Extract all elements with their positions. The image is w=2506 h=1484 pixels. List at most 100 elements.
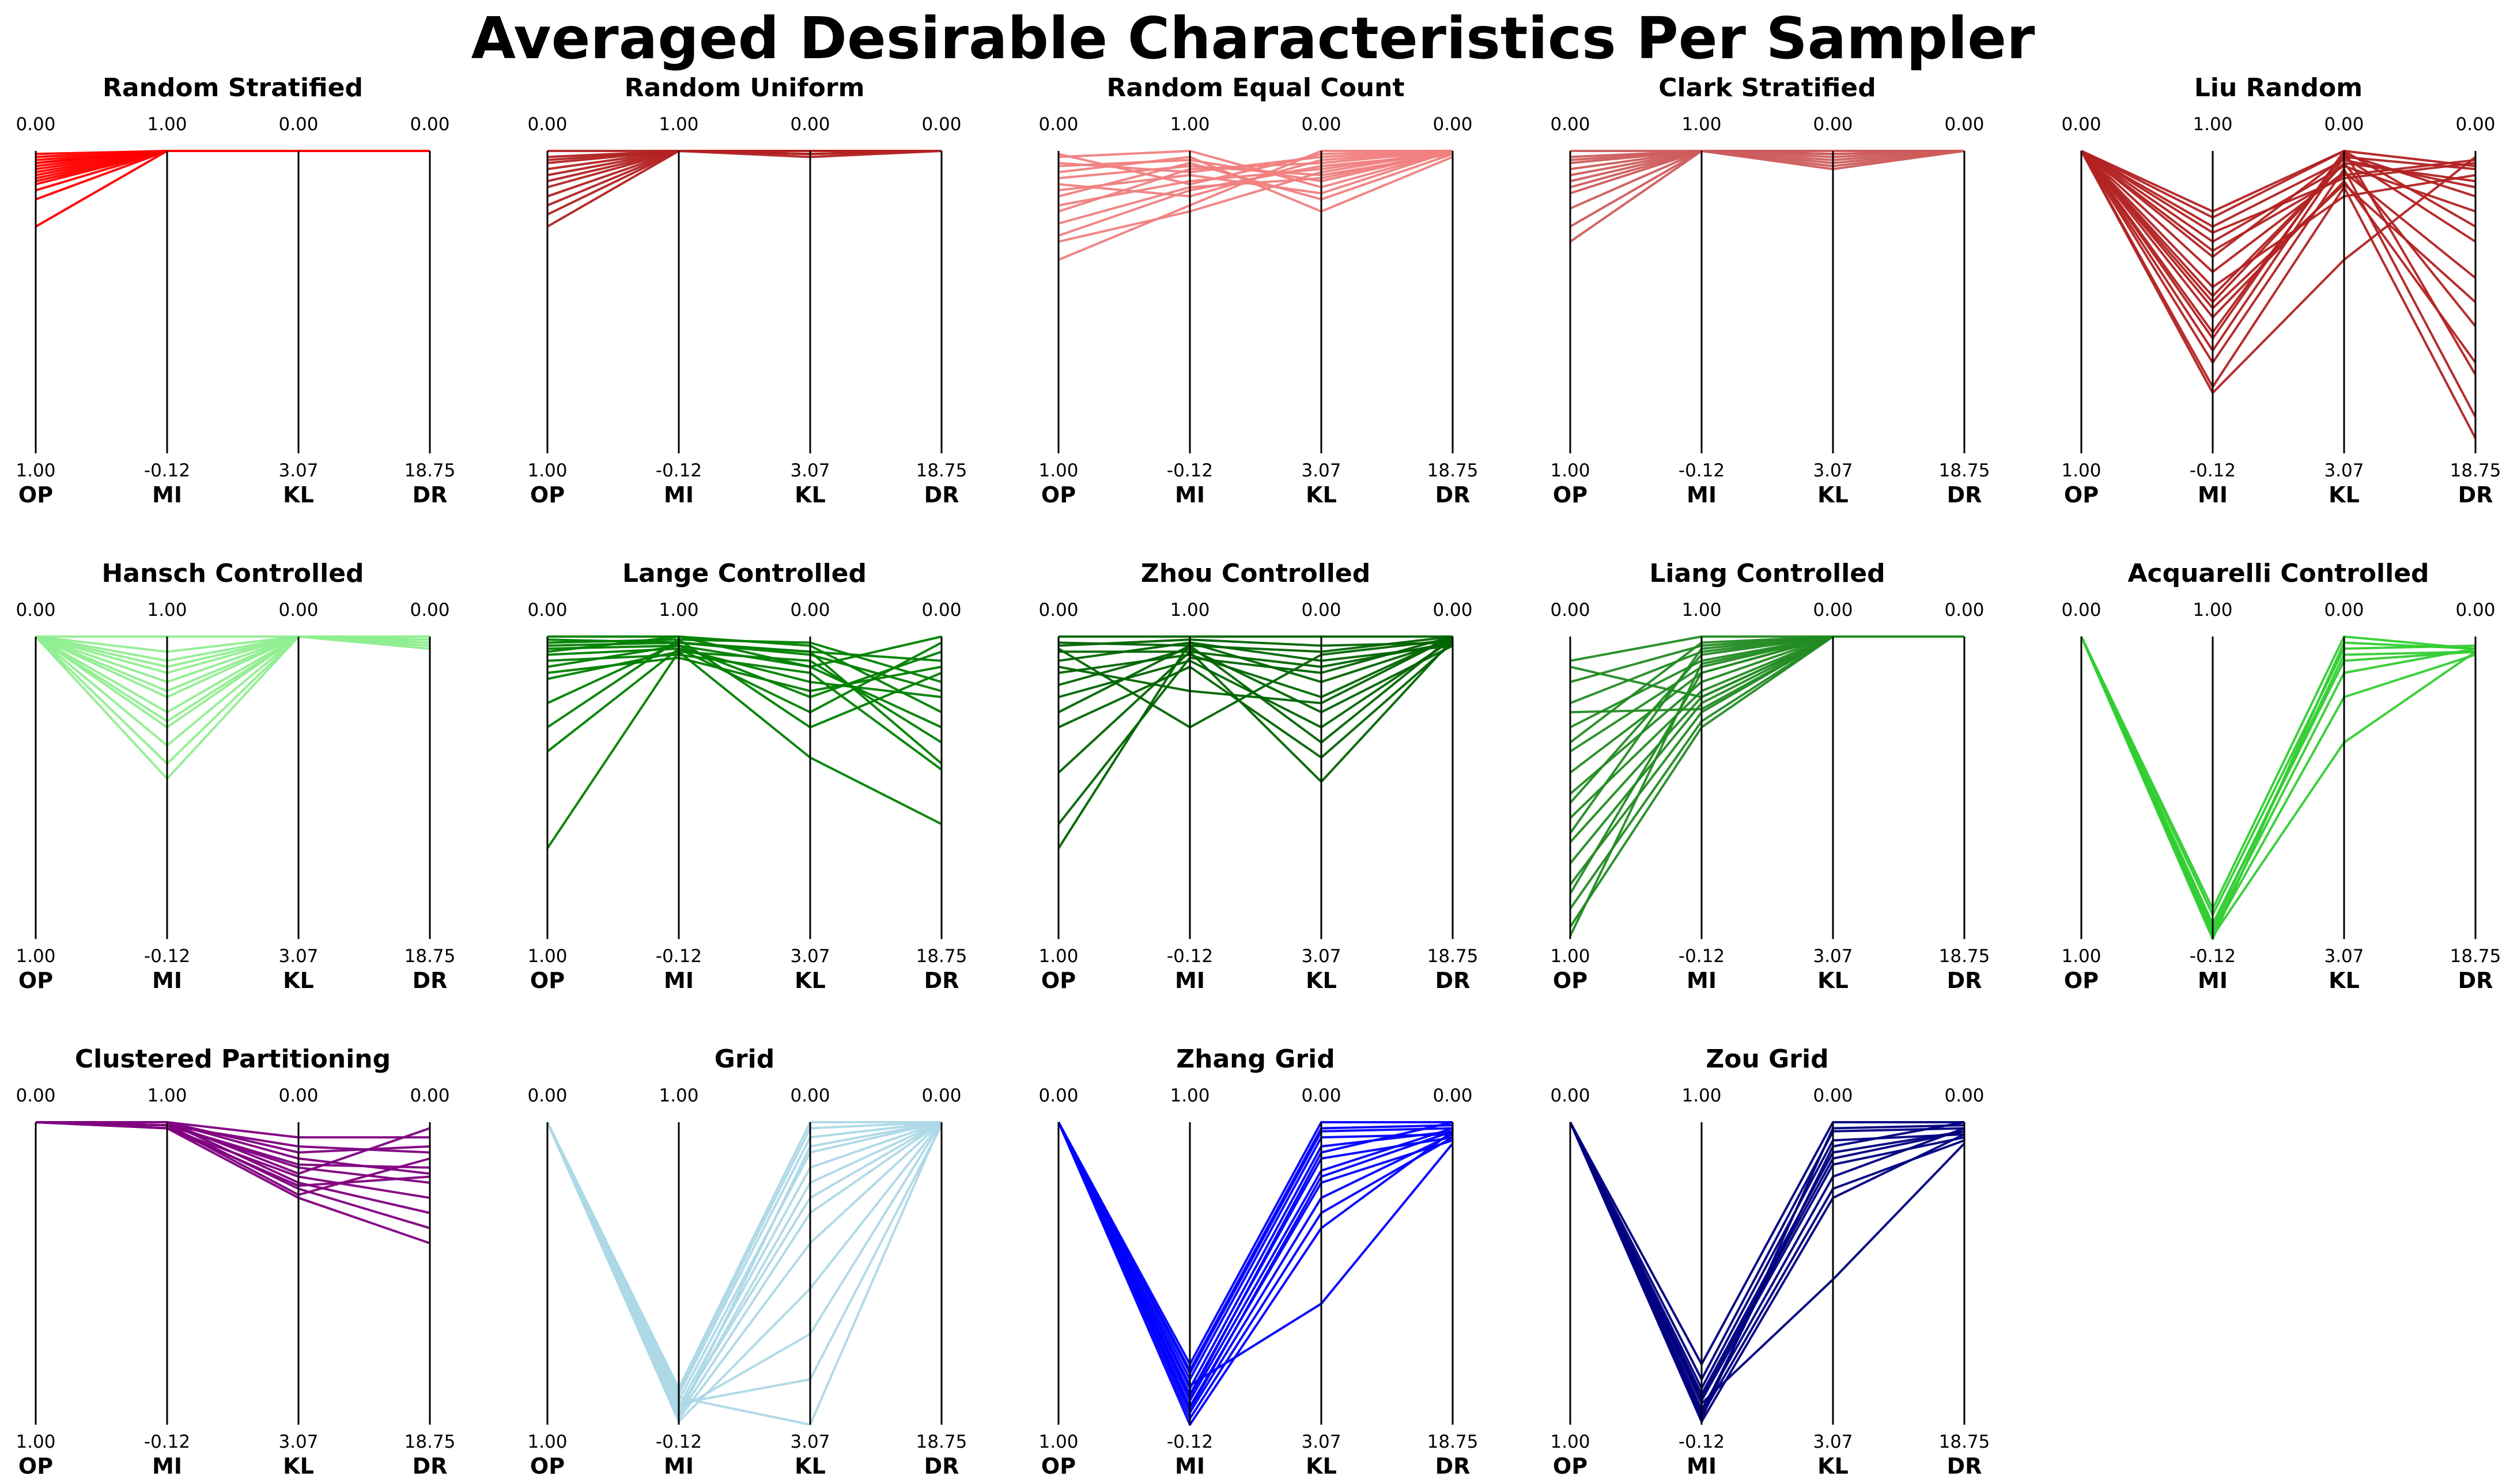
axis-bottom-label: 1.00	[2061, 946, 2101, 967]
panel-title-grid: Grid	[715, 1044, 774, 1074]
axis-top-label: 0.00	[2455, 600, 2495, 620]
data-line	[547, 150, 942, 228]
axis-name-kl: KL	[795, 482, 826, 508]
axis-top-label: 1.00	[147, 1085, 187, 1106]
panel-title-random-uniform: Random Uniform	[625, 73, 865, 103]
series-lines-clark-stratified	[1569, 150, 1965, 243]
axis-top-label: 1.00	[1170, 114, 1209, 135]
axis-bottom-label: 1.00	[1550, 1432, 1590, 1452]
data-line	[1058, 645, 1453, 714]
data-line	[1570, 150, 1965, 158]
data-line	[1569, 1122, 1965, 1399]
panel-hansch-controlled: Hansch Controlled0.001.00OP1.00-0.12MI0.…	[16, 559, 455, 993]
axis-top-label: 0.00	[2324, 600, 2364, 620]
axis-bottom-label: -0.12	[1679, 1432, 1725, 1452]
axis-top-label: 0.00	[16, 1085, 55, 1106]
data-line	[1570, 150, 1965, 188]
axis-top-label: 0.00	[16, 600, 55, 620]
axis-bottom-label: 18.75	[1427, 1432, 1479, 1452]
data-line	[547, 656, 942, 692]
axis-bottom-label: -0.12	[1167, 1432, 1213, 1452]
axis-name-kl: KL	[1817, 482, 1849, 508]
panel-title-zou-grid: Zou Grid	[1706, 1044, 1828, 1074]
series-lines-liang-controlled	[1569, 635, 1964, 937]
axis-top-label: 0.00	[921, 114, 961, 135]
data-line	[1057, 1121, 1453, 1399]
data-line	[2081, 150, 2476, 213]
panel-title-liang-controlled: Liang Controlled	[1649, 559, 1885, 588]
panel-zhang-grid: Zhang Grid0.001.00OP1.00-0.12MI0.003.07K…	[1038, 1044, 1478, 1479]
data-line	[35, 635, 430, 722]
panel-random-uniform: Random Uniform0.001.00OP1.00-0.12MI0.003…	[527, 73, 967, 508]
data-line	[2080, 150, 2477, 364]
axis-top-label: 0.00	[1301, 1085, 1341, 1106]
axis-name-dr: DR	[413, 482, 448, 508]
axis-bottom-label: 1.00	[16, 460, 55, 481]
data-line	[2081, 150, 2476, 228]
axis-name-mi: MI	[664, 1453, 694, 1479]
panel-title-zhou-controlled: Zhou Controlled	[1141, 559, 1370, 588]
axis-name-mi: MI	[152, 968, 182, 993]
data-line	[546, 638, 942, 729]
axis-bottom-label: 3.07	[2324, 946, 2364, 967]
axis-top-label: 0.00	[278, 1085, 318, 1106]
data-line	[1569, 1122, 1965, 1390]
axis-bottom-label: 18.75	[405, 1432, 456, 1452]
axis-top-label: 1.00	[147, 600, 187, 620]
axis-name-mi: MI	[1687, 968, 1717, 993]
axis-name-op: OP	[2064, 968, 2099, 993]
data-line	[1569, 1121, 1964, 1365]
axis-bottom-label: -0.12	[1679, 460, 1725, 481]
data-line	[1058, 150, 1453, 243]
data-line	[1569, 1122, 1965, 1420]
axis-top-label: 0.00	[790, 114, 830, 135]
axis-name-dr: DR	[1947, 1453, 1982, 1479]
axis-name-kl: KL	[283, 482, 314, 508]
axis-name-mi: MI	[1175, 1453, 1205, 1479]
axis-bottom-label: 1.00	[527, 946, 567, 967]
axis-name-dr: DR	[1435, 1453, 1471, 1479]
axis-bottom-label: 1.00	[1038, 1432, 1078, 1452]
axis-top-label: 0.00	[16, 114, 55, 135]
axis-top-label: 0.00	[1038, 114, 1078, 135]
axis-bottom-label: -0.12	[144, 946, 190, 967]
data-line	[1057, 635, 1453, 825]
axis-top-label: 0.00	[1038, 1085, 1078, 1106]
series-lines-liu-random	[2080, 150, 2477, 439]
data-line	[1569, 1121, 1965, 1414]
axis-top-label: 0.00	[1813, 114, 1853, 135]
axis-bottom-label: 1.00	[16, 946, 55, 967]
data-line	[35, 635, 430, 662]
axis-bottom-label: 18.75	[916, 946, 967, 967]
axis-bottom-label: 3.07	[1301, 946, 1341, 967]
axis-name-mi: MI	[664, 968, 694, 993]
data-line	[2080, 150, 2477, 394]
axis-top-label: 1.00	[1170, 600, 1209, 620]
data-line	[1058, 638, 1453, 683]
data-line	[1058, 156, 1453, 213]
axis-top-label: 0.00	[527, 1085, 567, 1106]
axis-name-kl: KL	[283, 1453, 314, 1479]
axis-bottom-label: 1.00	[1038, 946, 1078, 967]
axis-bottom-label: 18.75	[1427, 460, 1479, 481]
axis-bottom-label: 3.07	[790, 460, 830, 481]
axis-top-label: 1.00	[1681, 600, 1721, 620]
axis-top-label: 0.00	[2455, 114, 2495, 135]
axis-top-label: 0.00	[1550, 1085, 1590, 1106]
data-line	[547, 150, 942, 207]
axis-bottom-label: 3.07	[1301, 1432, 1341, 1452]
data-line	[1570, 150, 1964, 176]
axis-name-dr: DR	[924, 968, 959, 993]
axis-name-kl: KL	[795, 1453, 826, 1479]
axis-name-op: OP	[1553, 1453, 1587, 1479]
axis-name-kl: KL	[2329, 968, 2360, 993]
axis-name-op: OP	[530, 968, 565, 993]
axis-bottom-label: 1.00	[1550, 946, 1590, 967]
series-lines-lange-controlled	[546, 635, 943, 849]
data-line	[1569, 1122, 1965, 1381]
data-line	[2080, 150, 2476, 297]
axis-bottom-label: -0.12	[1679, 946, 1725, 967]
data-line	[1569, 1122, 1965, 1417]
axis-bottom-label: 1.00	[16, 1432, 55, 1452]
panel-title-random-stratified: Random Stratified	[103, 73, 363, 103]
